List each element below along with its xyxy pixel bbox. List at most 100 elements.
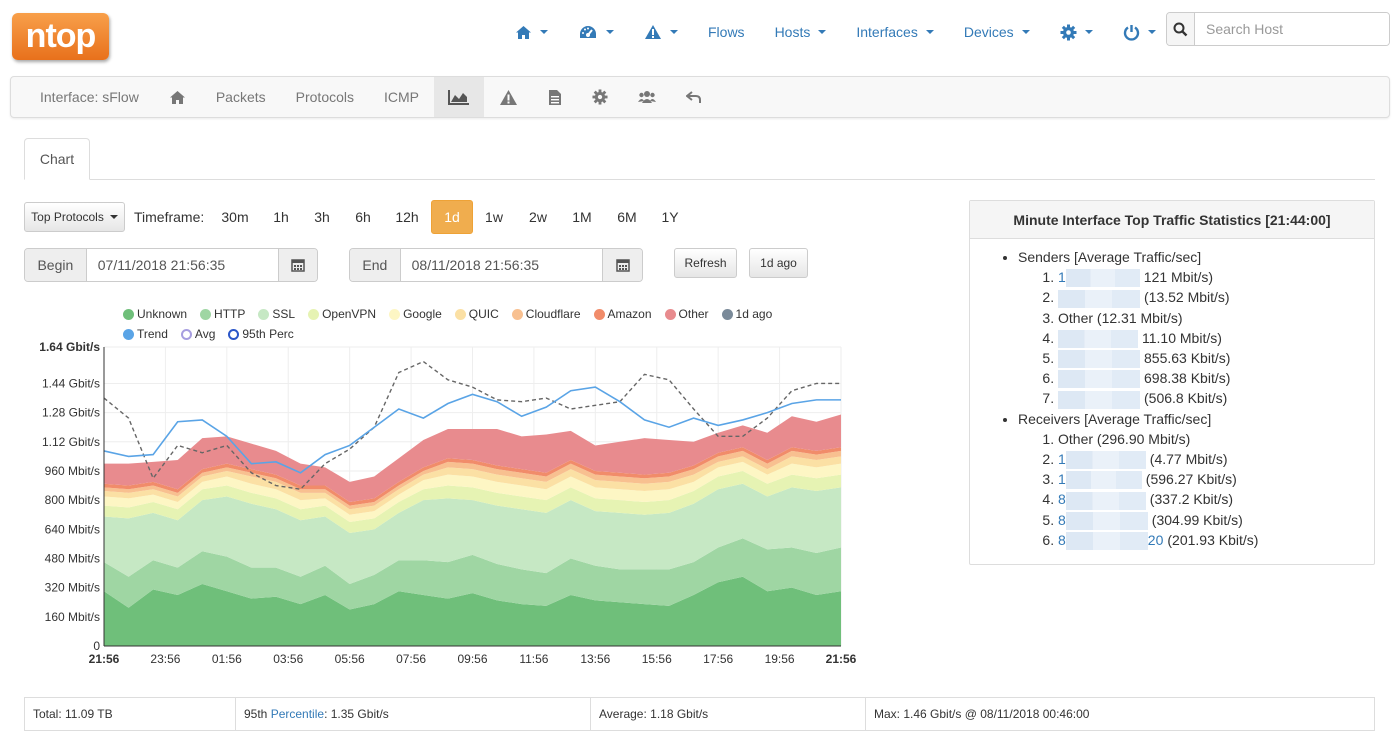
legend-item[interactable]: HTTP [200,307,245,321]
subnav-charts[interactable] [434,77,484,117]
host-link-prefix[interactable]: 1 [1058,471,1066,488]
x-tick-label: 05:56 [335,652,365,666]
legend-label: Avg [194,327,216,341]
subnav-icmp[interactable]: ICMP [369,77,434,117]
timeframe-3h[interactable]: 3h [314,209,330,225]
area-chart-icon [448,90,469,105]
chevron-down-icon [1021,30,1030,34]
timeframe-12h[interactable]: 12h [395,209,419,225]
subnav-protocols[interactable]: Protocols [281,77,369,117]
legend-item[interactable]: Unknown [123,307,187,321]
series-area-google [104,461,841,523]
end-date-input[interactable] [400,249,603,281]
legend-item[interactable]: OpenVPN [308,307,376,321]
subnav-details[interactable] [533,77,577,117]
host-link-prefix[interactable]: 8 [1058,491,1066,508]
legend-item[interactable]: Other [664,307,709,321]
x-tick-label: 03:56 [273,652,303,666]
max-traffic: Max: 1.46 Gbit/s @ 08/11/2018 00:46:00 [874,707,1090,721]
timeframe-1w[interactable]: 1w [485,209,503,225]
subnav-hosts-pools[interactable] [623,77,671,117]
series-area-http [104,538,841,610]
stats-list-item: 698.38 Kbit/s) [1058,368,1374,389]
traffic-value: (201.93 Kbit/s) [1167,531,1259,548]
host-link-prefix[interactable]: 1 [1058,269,1066,285]
percentile-link[interactable]: Percentile [270,707,325,721]
begin-calendar-button[interactable] [277,249,317,281]
series-area-ssl [104,483,841,585]
nav-home[interactable] [500,25,563,40]
legend-item[interactable]: 1d ago [721,307,772,321]
timeframe-6h[interactable]: 6h [355,209,371,225]
y-tick-label: 1.12 Gbit/s [42,435,100,449]
redacted-host-address [1065,471,1142,490]
nav-devices[interactable]: Devices [949,24,1045,40]
begin-date-input[interactable] [86,249,278,281]
totals-bar: Total: 11.09 TB 95th Percentile: 1.35 Gb… [24,697,1375,731]
nav-devices-label: Devices [963,24,1014,40]
subnav-home[interactable] [154,77,201,117]
subnav-packets[interactable]: Packets [201,77,281,117]
reply-icon [686,91,701,103]
legend-item[interactable]: Cloudflare [511,307,581,321]
nav-interfaces-label: Interfaces [856,24,918,40]
series-line-1d-ago [103,360,841,490]
redacted-host-address [1058,350,1140,369]
legend-label: Other [678,307,709,321]
timeframe-1Y[interactable]: 1Y [661,209,679,225]
search-host-input[interactable] [1195,13,1389,45]
home-icon [516,25,531,39]
subnav-alerts[interactable] [484,77,533,117]
senders-section: Senders [Average Traffic/sec] 1 121 Mbit/… [1018,247,1374,409]
traffic-value: (13.52 Mbit/s) [1144,289,1230,306]
y-tick-label: 640 Mbit/s [45,522,100,536]
host-link-prefix[interactable]: 8 [1058,531,1066,548]
legend-swatch [664,308,676,320]
end-date-group: End [349,248,643,282]
host-link-prefix[interactable]: 8 [1058,511,1066,528]
timeframe-6M[interactable]: 6M [617,209,637,225]
subnav-settings[interactable] [577,77,623,117]
traffic-value: 698.38 Kbit/s) [1144,370,1231,387]
legend-item[interactable]: Amazon [593,307,652,321]
legend-item[interactable]: Avg [180,327,216,341]
nav-settings[interactable] [1045,24,1108,41]
subnav-interface[interactable]: Interface: sFlow [11,77,154,117]
legend-item[interactable]: Trend [123,327,168,341]
timeframe-1M[interactable]: 1M [572,209,592,225]
end-calendar-button[interactable] [602,249,642,281]
refresh-button[interactable]: Refresh [674,248,737,278]
x-tick-label: 01:56 [212,652,242,666]
host-link-suffix[interactable]: 20 [1147,531,1164,548]
nav-dashboard[interactable] [563,24,629,40]
interface-subnav: Interface: sFlow Packets Protocols ICMP [10,76,1390,118]
top-protocols-dropdown[interactable]: Top Protocols [24,202,125,232]
legend-item[interactable]: SSL [258,307,295,321]
legend-label: Google [403,307,442,321]
legend-item[interactable]: QUIC [454,307,499,321]
subnav-back[interactable] [671,77,717,117]
legend-item[interactable]: Google [389,307,442,321]
host-link-prefix[interactable]: 1 [1058,450,1066,467]
ntop-logo[interactable]: ntop [12,13,109,60]
timeframe-2w[interactable]: 2w [529,209,547,225]
legend-item[interactable]: 95th Perc [228,327,294,341]
series-area-openvpn [104,470,841,533]
tab-chart[interactable]: Chart [24,138,90,180]
nav-interfaces[interactable]: Interfaces [841,24,948,40]
one-day-ago-button[interactable]: 1d ago [749,248,808,278]
nav-alerts[interactable] [629,24,693,40]
stats-list-item: 1 (596.27 Kbit/s) [1058,469,1374,490]
nav-flows[interactable]: Flows [693,24,760,40]
nav-power[interactable] [1108,24,1171,41]
search-button[interactable] [1167,13,1195,45]
timeframe-1d[interactable]: 1d [431,200,473,234]
redacted-host-address [1058,289,1140,308]
traffic-value: (506.8 Kbit/s) [1144,390,1228,407]
stats-list-item: 855.63 Kbit/s) [1058,348,1374,369]
timeframe-1h[interactable]: 1h [273,209,289,225]
nav-hosts[interactable]: Hosts [760,24,842,40]
traffic-value: (304.99 Kbit/s) [1151,511,1243,528]
timeframe-30m[interactable]: 30m [221,209,249,225]
redacted-host-address [1058,329,1138,348]
